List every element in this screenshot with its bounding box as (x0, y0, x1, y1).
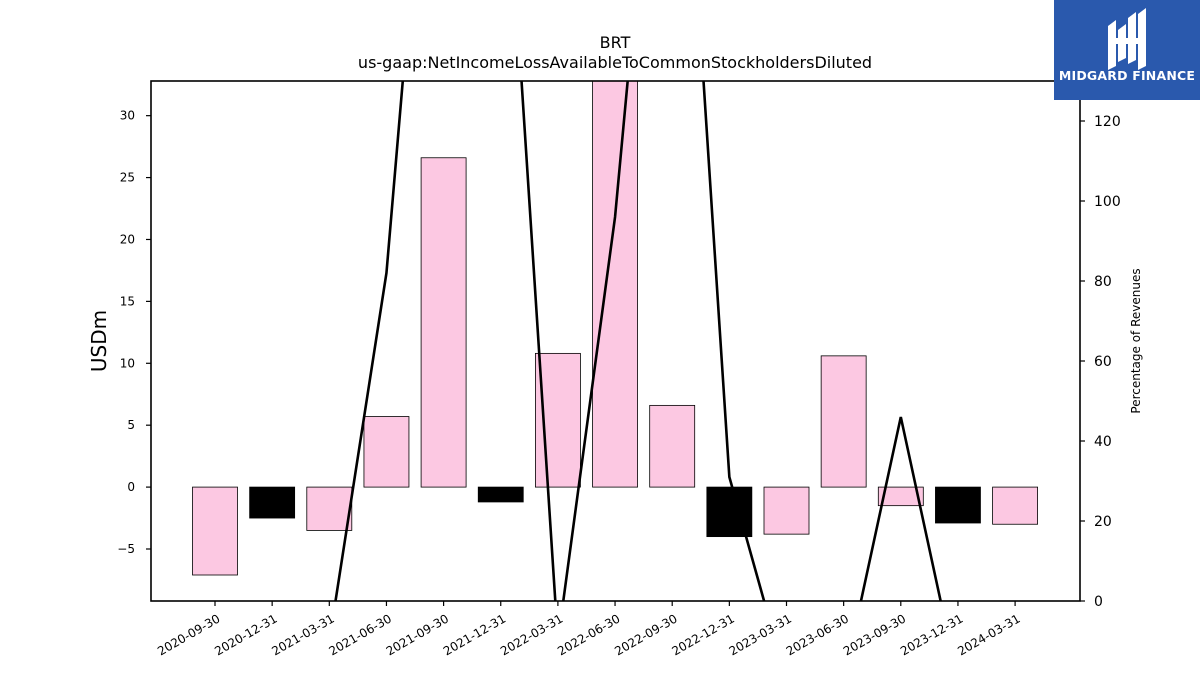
bar-2021-06-30 (363, 416, 410, 488)
bar-2021-09-30 (420, 157, 467, 488)
y-tick-label: 10 (120, 356, 135, 370)
bar-2024-03-31 (992, 486, 1038, 525)
bar-2023-09-30 (877, 486, 924, 507)
midgard-logo-icon (1108, 8, 1146, 70)
bar-2020-12-31 (249, 486, 296, 519)
bar-2022-09-30 (649, 404, 696, 488)
y2-tick-label: 0 (1094, 594, 1103, 610)
bar-2023-12-31 (935, 486, 981, 524)
y2-tick-label: 60 (1094, 354, 1112, 370)
x-tick-label: 2021-06-30 (327, 611, 394, 658)
bar-2021-03-31 (306, 486, 353, 531)
x-tick-label: 2021-09-30 (384, 611, 451, 658)
x-tick-label: 2020-12-31 (212, 611, 279, 658)
y-tick-label: 5 (127, 418, 135, 432)
brand-logo: MIDGARD FINANCE (1054, 0, 1200, 100)
x-tick-label: 2022-03-31 (498, 611, 565, 658)
bar-2020-09-30 (192, 486, 238, 576)
x-tick-label: 2023-09-30 (841, 611, 908, 658)
y2-tick-label: 80 (1094, 274, 1112, 290)
bar-2022-03-31 (535, 352, 581, 488)
x-tick-label: 2022-06-30 (555, 611, 622, 658)
bar-2023-03-31 (763, 486, 810, 535)
x-tick-label: 2021-12-31 (441, 611, 508, 658)
y-tick-label: 25 (120, 171, 135, 185)
y2-tick-label: 100 (1094, 194, 1121, 210)
y-tick-label: 15 (120, 294, 135, 308)
y2-tick-label: 40 (1094, 434, 1112, 450)
x-tick-label: 2021-03-31 (269, 611, 336, 658)
y-tick-label: 0 (127, 480, 135, 494)
y2-axis-label: Percentage of Revenues (1129, 268, 1143, 413)
brand-logo-text: MIDGARD FINANCE (1058, 68, 1196, 83)
y2-tick-label: 120 (1094, 114, 1121, 130)
chart-subtitle: us-gaap:NetIncomeLossAvailableToCommonSt… (358, 53, 872, 72)
bar-2023-06-30 (820, 355, 867, 488)
y2-tick-label: 20 (1094, 514, 1112, 530)
x-tick-label: 2023-03-31 (727, 611, 794, 658)
y-tick-label: −5 (117, 542, 135, 556)
bar-2022-06-30 (592, 81, 638, 488)
y-tick-label: 30 (120, 109, 135, 123)
bar-2021-12-31 (477, 486, 524, 503)
x-tick-label: 2023-06-30 (784, 611, 851, 658)
chart-title: BRT (600, 33, 631, 52)
percentage-line (334, 81, 942, 601)
x-tick-label: 2022-09-30 (612, 611, 679, 658)
x-tick-label: 2024-03-31 (955, 611, 1022, 658)
y-tick-label: 20 (120, 232, 135, 246)
x-tick-label: 2022-12-31 (669, 611, 736, 658)
y-axis-label: USDm (87, 310, 111, 372)
x-tick-label: 2020-09-30 (155, 611, 222, 658)
x-tick-label: 2023-12-31 (898, 611, 965, 658)
